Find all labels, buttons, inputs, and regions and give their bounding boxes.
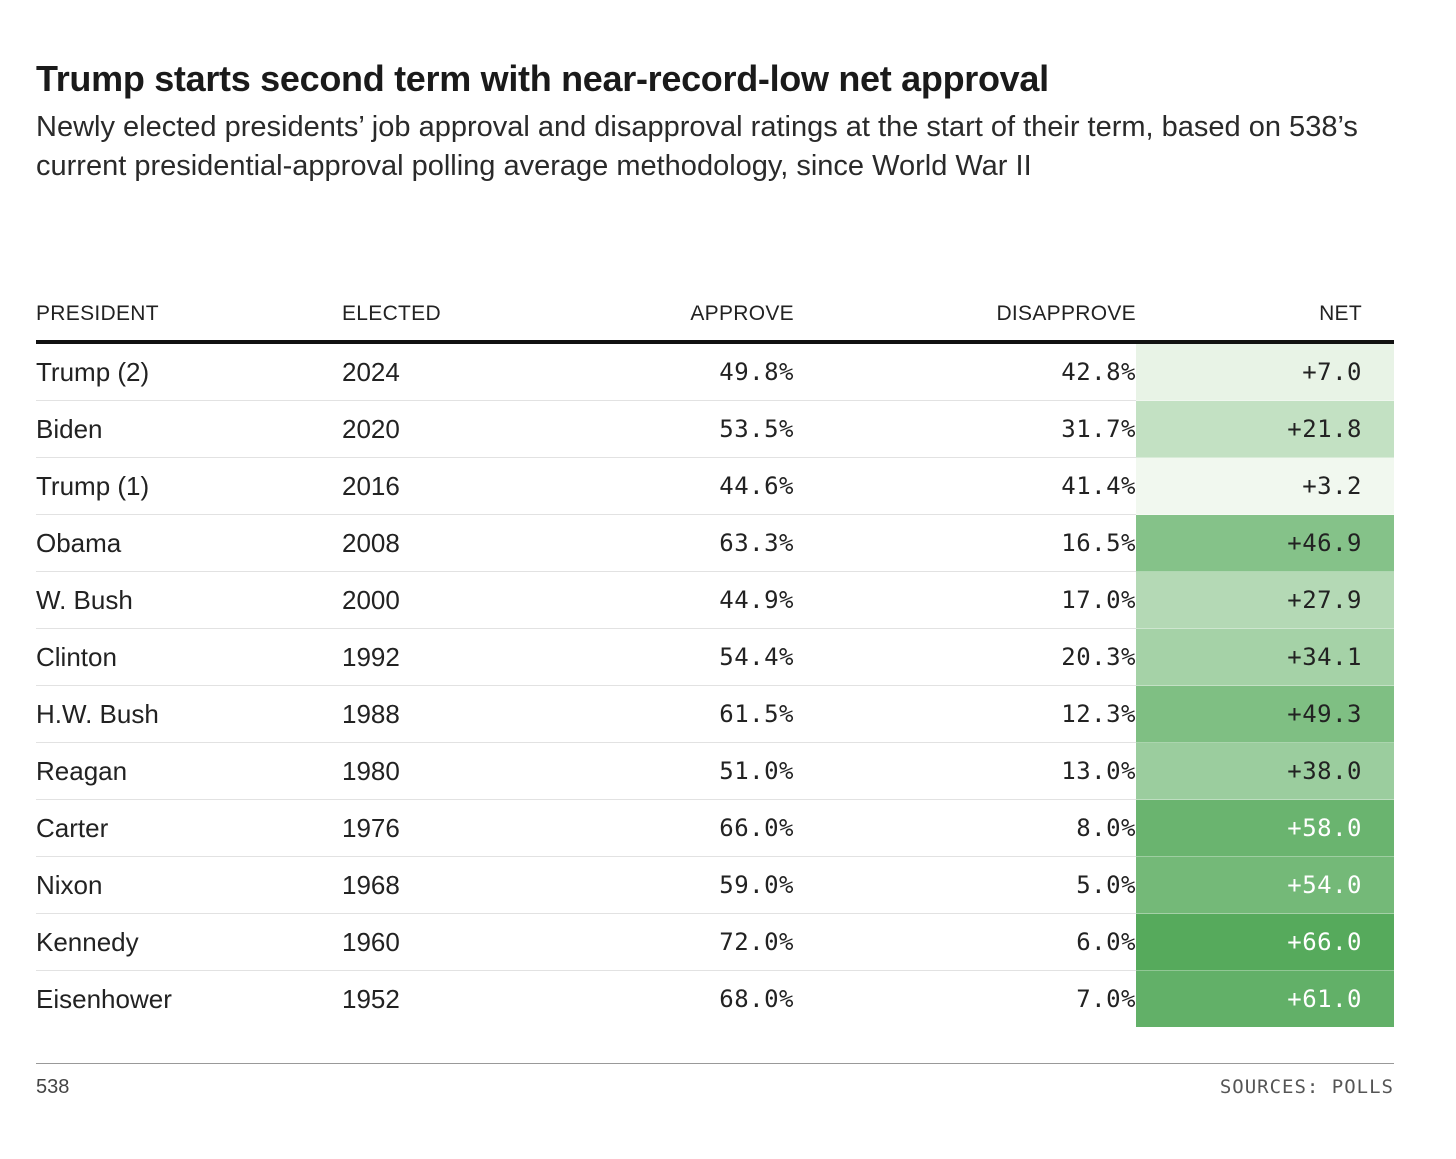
approve-cell: 49.8% (512, 342, 794, 401)
elected-cell: 2008 (342, 514, 512, 572)
table-row: Kennedy 1960 72.0% 6.0% +66.0 (36, 913, 1394, 971)
net-cell: +27.9 (1136, 571, 1394, 629)
president-cell: Kennedy (36, 913, 342, 971)
disapprove-cell: 16.5% (794, 514, 1136, 572)
approve-cell: 59.0% (512, 856, 794, 914)
net-cell: +21.8 (1136, 400, 1394, 458)
table-row: Biden 2020 53.5% 31.7% +21.8 (36, 400, 1394, 458)
elected-cell: 2024 (342, 342, 512, 401)
footer-divider (36, 1063, 1394, 1064)
disapprove-cell: 6.0% (794, 913, 1136, 971)
approve-cell: 54.4% (512, 628, 794, 686)
disapprove-cell: 13.0% (794, 742, 1136, 800)
approve-cell: 53.5% (512, 400, 794, 458)
table-row: Trump (1) 2016 44.6% 41.4% +3.2 (36, 457, 1394, 515)
president-cell: Trump (2) (36, 342, 342, 401)
chart-title: Trump starts second term with near-recor… (36, 58, 1049, 99)
net-cell: +61.0 (1136, 970, 1394, 1027)
disapprove-cell: 20.3% (794, 628, 1136, 686)
net-cell: +7.0 (1136, 342, 1394, 401)
net-cell: +34.1 (1136, 628, 1394, 686)
net-cell: +38.0 (1136, 742, 1394, 800)
chart-subtitle: Newly elected presidents’ job approval a… (36, 111, 1358, 182)
table-row: Carter 1976 66.0% 8.0% +58.0 (36, 799, 1394, 857)
elected-cell: 2000 (342, 571, 512, 629)
president-cell: Obama (36, 514, 342, 572)
table-row: Clinton 1992 54.4% 20.3% +34.1 (36, 628, 1394, 686)
footer-credit: 538 (36, 1076, 70, 1098)
president-cell: Trump (1) (36, 457, 342, 515)
column-header-disapprove: DISAPPROVE (794, 288, 1136, 344)
table-row: Trump (2) 2024 49.8% 42.8% +7.0 (36, 342, 1394, 401)
net-cell: +46.9 (1136, 514, 1394, 572)
elected-cell: 1952 (342, 983, 400, 1014)
net-cell: +66.0 (1136, 913, 1394, 971)
disapprove-cell: 5.0% (794, 856, 1136, 914)
disapprove-cell: 12.3% (794, 685, 1136, 743)
approve-cell: 68.0% (719, 985, 794, 1013)
president-cell: Biden (36, 400, 342, 458)
elected-cell: 1960 (342, 913, 512, 971)
table-row: Obama 2008 63.3% 16.5% +46.9 (36, 514, 1394, 572)
approve-cell: 66.0% (512, 799, 794, 857)
table-row: W. Bush 2000 44.9% 17.0% +27.9 (36, 571, 1394, 629)
disapprove-cell: 42.8% (794, 342, 1136, 401)
president-cell: Eisenhower (36, 983, 172, 1014)
elected-cell: 2016 (342, 457, 512, 515)
elected-cell: 1976 (342, 799, 512, 857)
elected-cell: 1980 (342, 742, 512, 800)
column-header-elected: ELECTED (342, 288, 512, 344)
approve-cell: 61.5% (512, 685, 794, 743)
approve-cell: 72.0% (512, 913, 794, 971)
disapprove-cell: 8.0% (794, 799, 1136, 857)
net-cell: +58.0 (1136, 799, 1394, 857)
column-header-approve: APPROVE (512, 288, 794, 344)
disapprove-cell: 41.4% (794, 457, 1136, 515)
disapprove-cell: 31.7% (794, 400, 1136, 458)
approve-cell: 51.0% (512, 742, 794, 800)
table-row: Nixon 1968 59.0% 5.0% +54.0 (36, 856, 1394, 914)
table-row: Eisenhower 1952 68.0% 7.0% +61.0 (36, 970, 1394, 1027)
president-cell: H.W. Bush (36, 685, 342, 743)
net-cell: +54.0 (1136, 856, 1394, 914)
president-cell: Clinton (36, 628, 342, 686)
approval-table: PRESIDENT ELECTED APPROVE DISAPPROVE NET… (36, 288, 1394, 1027)
elected-cell: 1988 (342, 685, 512, 743)
approve-cell: 44.6% (512, 457, 794, 515)
table-body: Trump (2) 2024 49.8% 42.8% +7.0 Biden 2020 53.5… (36, 342, 1394, 1027)
approve-cell: 63.3% (512, 514, 794, 572)
table-row: H.W. Bush 1988 61.5% 12.3% +49.3 (36, 685, 1394, 743)
table-header-row: PRESIDENT ELECTED APPROVE DISAPPROVE NET (36, 288, 1394, 344)
elected-cell: 2020 (342, 400, 512, 458)
chart-header: Trump starts second term with near-recor… (36, 56, 1394, 186)
president-cell: W. Bush (36, 571, 342, 629)
president-cell: Carter (36, 799, 342, 857)
disapprove-cell: 7.0% (1076, 985, 1136, 1013)
elected-cell: 1968 (342, 856, 512, 914)
net-cell: +3.2 (1136, 457, 1394, 515)
president-cell: Reagan (36, 742, 342, 800)
column-header-net: NET (1136, 288, 1394, 344)
president-cell: Nixon (36, 856, 342, 914)
approve-cell: 44.9% (512, 571, 794, 629)
elected-cell: 1992 (342, 628, 512, 686)
column-header-president: PRESIDENT (36, 288, 342, 344)
disapprove-cell: 17.0% (794, 571, 1136, 629)
footer-sources: SOURCES: POLLS (1219, 1076, 1394, 1098)
net-cell: +49.3 (1136, 685, 1394, 743)
table-row: Reagan 1980 51.0% 13.0% +38.0 (36, 742, 1394, 800)
